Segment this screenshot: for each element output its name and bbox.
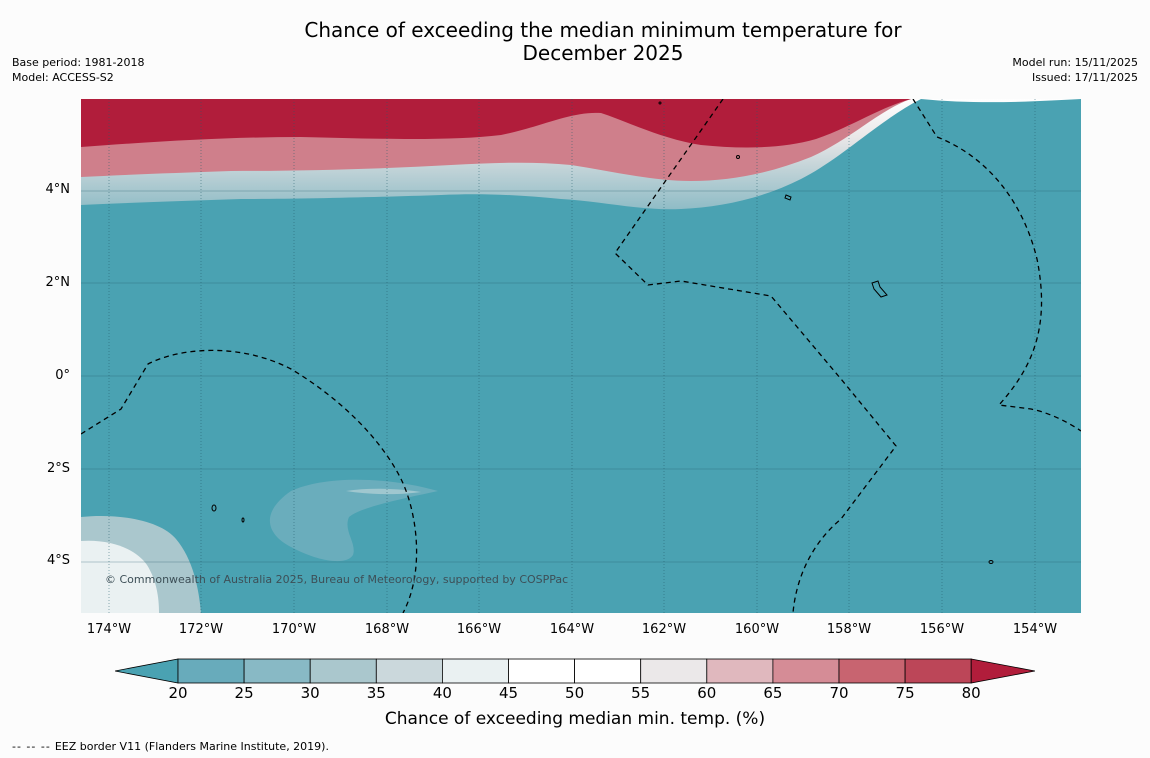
lon-label-160w: 160°W [734, 622, 780, 637]
colorbar-tick: 40 [432, 684, 452, 702]
colorbar-tick: 30 [300, 684, 320, 702]
colorbar-segment [243, 658, 311, 684]
eez-borders [81, 99, 1081, 613]
colorbar-tick: 45 [498, 684, 519, 702]
central-light-patch [269, 479, 438, 562]
lon-label-168w: 168°W [364, 622, 410, 637]
colorbar-label: Chance of exceeding median min. temp. (%… [384, 709, 766, 729]
issued-date: Issued: 17/11/2025 [1031, 71, 1138, 84]
lon-label-166w: 166°W [456, 622, 502, 637]
colorbar-extend-high [970, 658, 1035, 684]
colorbar-tick: 70 [829, 684, 849, 702]
colorbar-segment [508, 658, 575, 684]
colorbar-segment [838, 658, 906, 684]
lon-label-172w: 172°W [178, 622, 224, 637]
title-line-2: December 2025 [522, 41, 684, 65]
colorbar-segment [309, 658, 377, 684]
colorbar-tick: 35 [366, 684, 386, 702]
colorbar-tick: 55 [631, 684, 651, 702]
eez-footnote-text: EEZ border V11 (Flanders Marine Institut… [54, 740, 329, 753]
eez-line-sample: -- -- -- [12, 740, 51, 753]
lat-label-4n: 4°N [45, 182, 71, 197]
lat-label-0: 0° [55, 368, 70, 383]
southwest-white-patch [81, 540, 159, 613]
lon-label-170w: 170°W [271, 622, 317, 637]
latitude-lines [81, 190, 1081, 563]
colorbar-tick: 80 [961, 684, 981, 702]
probability-map[interactable] [81, 99, 1081, 613]
colorbar [115, 658, 1035, 684]
title-line-1: Chance of exceeding the median minimum t… [304, 18, 902, 42]
model-name: Model: ACCESS-S2 [12, 71, 114, 84]
lon-label-174w: 174°W [86, 622, 132, 637]
map-title: Chance of exceeding the median minimum t… [0, 19, 1150, 65]
lon-label-162w: 162°W [641, 622, 687, 637]
islands [211, 101, 994, 564]
colorbar-segment [640, 658, 708, 684]
central-streak [346, 488, 421, 495]
colorbar-segment [441, 658, 509, 684]
colorbar-segment [375, 658, 443, 684]
lon-label-158w: 158°W [826, 622, 872, 637]
colorbar-segment [574, 658, 642, 684]
base-period: Base period: 1981-2018 [12, 56, 145, 69]
colorbar-tick: 25 [234, 684, 254, 702]
colorbar-extend-low [115, 658, 179, 684]
north-warm-core [81, 99, 911, 148]
base-period-info: Base period: 1981-2018 Model: ACCESS-S2 [12, 55, 144, 85]
colorbar-segment [904, 658, 972, 684]
colorbar-tick: 60 [697, 684, 717, 702]
colorbar-segment [177, 658, 245, 684]
lon-label-154w: 154°W [1012, 622, 1058, 637]
colorbar-tick: 75 [895, 684, 915, 702]
lon-label-156w: 156°W [919, 622, 965, 637]
colorbar-tick: 20 [168, 684, 188, 702]
lon-label-164w: 164°W [549, 622, 595, 637]
colorbar-segment [706, 658, 774, 684]
colorbar-tick: 65 [763, 684, 783, 702]
model-run: Model run: 15/11/2025 [1012, 56, 1138, 69]
colorbar-tick: 50 [565, 684, 585, 702]
lat-label-4s: 4°S [46, 553, 70, 568]
model-run-info: Model run: 15/11/2025 Issued: 17/11/2025 [1012, 55, 1138, 85]
colorbar-segment [772, 658, 840, 684]
eez-footnote: -- -- -- EEZ border V11 (Flanders Marine … [12, 740, 329, 753]
lat-label-2n: 2°N [45, 275, 71, 290]
copyright-notice: © Commonwealth of Australia 2025, Bureau… [105, 573, 569, 586]
lat-label-2s: 2°S [46, 461, 70, 476]
